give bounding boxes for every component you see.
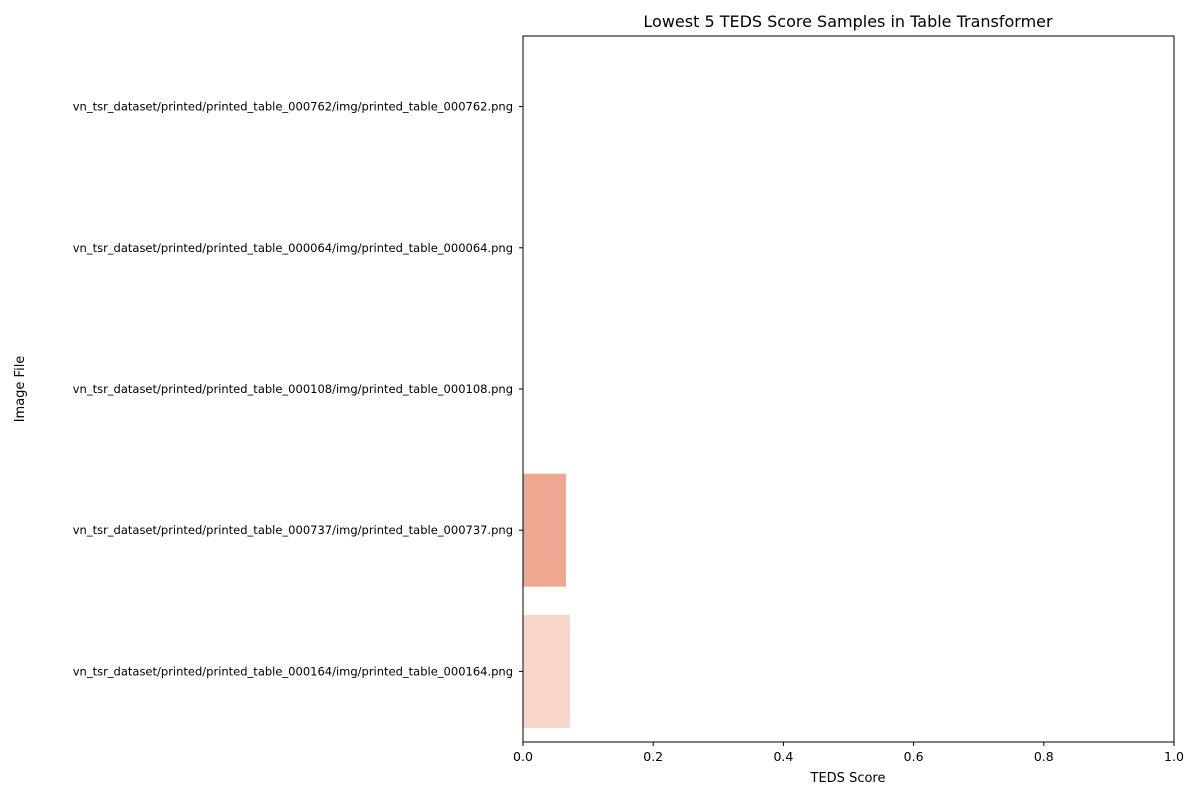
y-tick-label: vn_tsr_dataset/printed/printed_table_000… <box>73 664 513 678</box>
y-tick-label: vn_tsr_dataset/printed/printed_table_000… <box>73 523 513 537</box>
chart-title: Lowest 5 TEDS Score Samples in Table Tra… <box>643 12 1053 31</box>
x-tick-label: 0.4 <box>773 749 793 764</box>
x-tick-label: 0.2 <box>643 749 663 764</box>
x-axis-label: TEDS Score <box>810 771 886 786</box>
bar-4 <box>523 473 566 587</box>
x-tick-label: 0.6 <box>904 749 924 764</box>
x-tick-label: 1.0 <box>1164 749 1184 764</box>
y-tick-label: vn_tsr_dataset/printed/printed_table_000… <box>73 382 513 396</box>
y-tick-label: vn_tsr_dataset/printed/printed_table_000… <box>73 100 513 114</box>
y-axis-label: Image File <box>13 356 28 423</box>
y-axis-ticks: vn_tsr_dataset/printed/printed_table_000… <box>73 100 523 678</box>
x-axis-ticks: 0.0 0.2 0.4 0.6 0.8 1.0 <box>513 742 1184 764</box>
x-tick-label: 0.0 <box>513 749 533 764</box>
y-tick-label: vn_tsr_dataset/printed/printed_table_000… <box>73 241 513 255</box>
x-tick-label: 0.8 <box>1034 749 1054 764</box>
bar-5 <box>523 614 570 728</box>
bars-group <box>523 473 570 728</box>
